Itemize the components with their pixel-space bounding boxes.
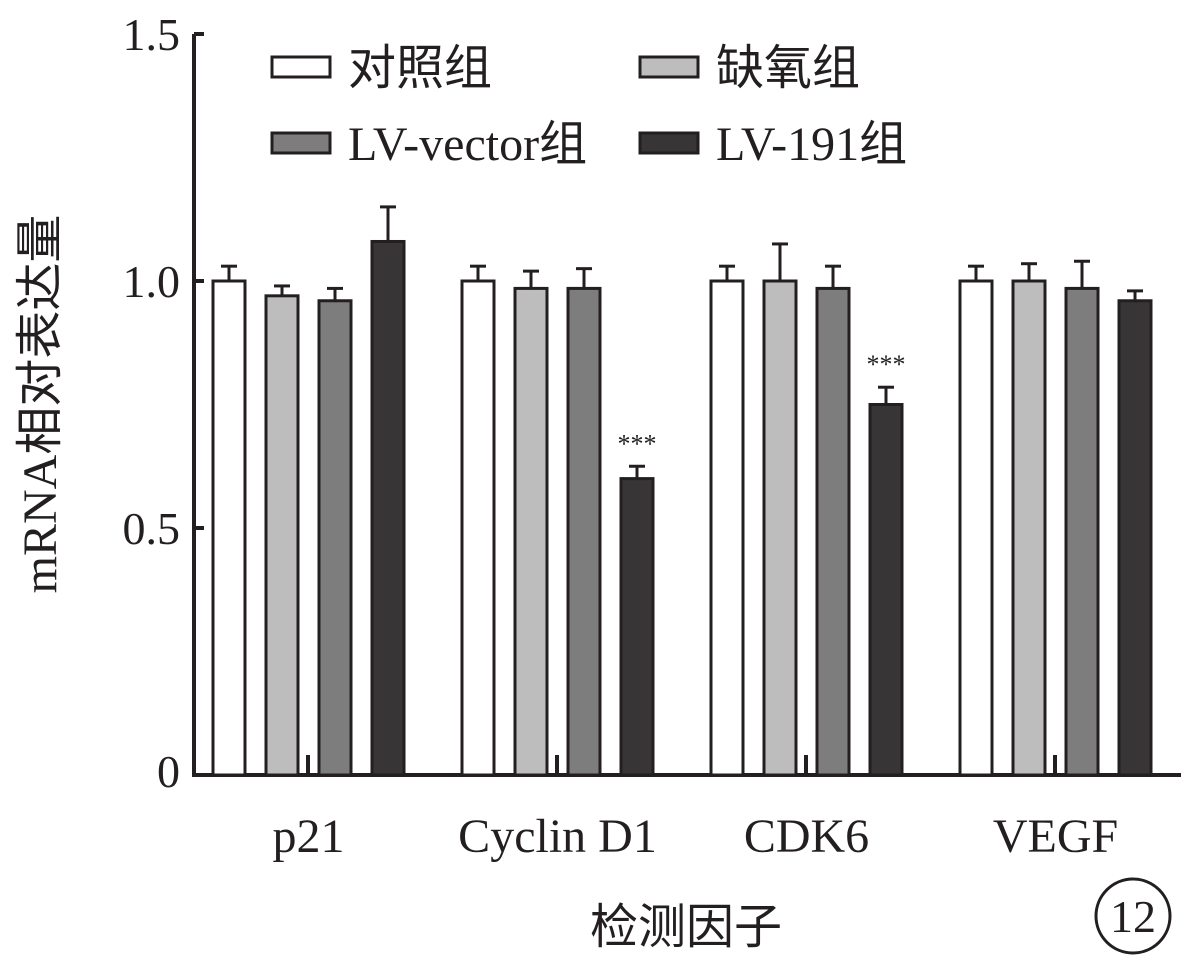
x-tick-label: VEGF bbox=[993, 810, 1118, 863]
y-tick-label: 0 bbox=[157, 746, 180, 797]
x-axis-title: 检测因子 bbox=[590, 901, 782, 954]
x-tick-label: p21 bbox=[273, 810, 345, 863]
bar bbox=[264, 294, 300, 777]
y-tick-label: 1.0 bbox=[123, 256, 181, 307]
legend-label: LV-vector组 bbox=[348, 118, 587, 171]
bar bbox=[868, 403, 904, 777]
significance-label: *** bbox=[618, 429, 657, 458]
bar bbox=[1011, 279, 1047, 777]
legend-label: 对照组 bbox=[348, 42, 492, 95]
bar bbox=[1064, 286, 1100, 777]
x-tick-label: CDK6 bbox=[744, 810, 869, 863]
y-tick-label: 1.5 bbox=[123, 9, 181, 60]
bar bbox=[370, 239, 406, 777]
bar bbox=[513, 286, 549, 777]
significance-label: *** bbox=[867, 350, 906, 379]
panel-label-circle bbox=[1094, 877, 1172, 955]
x-tick-label: Cyclin D1 bbox=[458, 810, 657, 863]
legend-label: 缺氧组 bbox=[716, 42, 860, 95]
bars: *** *** bbox=[211, 205, 1153, 777]
bar bbox=[566, 286, 602, 777]
bar bbox=[317, 299, 353, 777]
bar bbox=[709, 279, 745, 777]
bar bbox=[762, 279, 798, 777]
legend-swatch bbox=[638, 55, 700, 79]
legend-swatch bbox=[638, 131, 700, 155]
legend-label: LV-191组 bbox=[716, 118, 907, 171]
bar bbox=[460, 279, 496, 777]
y-axis-title: mRNA相对表达量 bbox=[14, 215, 67, 594]
legend-swatch bbox=[270, 131, 332, 155]
panel-label-text: 12 bbox=[1110, 891, 1156, 942]
axes: 0 0.5 1.0 1.5 p21 Cyclin D1 CDK6 VEGF bbox=[123, 9, 1181, 863]
bar bbox=[815, 286, 851, 777]
bar bbox=[1117, 299, 1153, 777]
y-tick-label: 0.5 bbox=[123, 503, 181, 554]
panel-label: 12 bbox=[1094, 877, 1172, 955]
legend-swatch bbox=[270, 55, 332, 79]
bar bbox=[619, 477, 655, 777]
legend: 对照组 缺氧组 LV-vector组 LV-191组 bbox=[270, 42, 907, 171]
bar bbox=[211, 279, 247, 777]
bar bbox=[958, 279, 994, 777]
